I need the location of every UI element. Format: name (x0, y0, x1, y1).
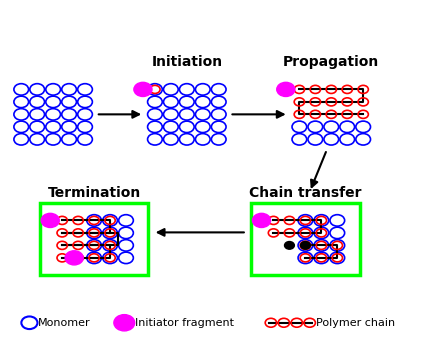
Circle shape (41, 213, 59, 227)
Circle shape (285, 241, 294, 249)
Text: Polymer chain: Polymer chain (316, 318, 395, 328)
Text: Propagation: Propagation (283, 55, 379, 69)
Circle shape (253, 213, 270, 227)
Circle shape (134, 82, 152, 97)
Text: Termination: Termination (47, 186, 141, 200)
Circle shape (300, 241, 310, 249)
Text: Initiation: Initiation (151, 55, 222, 69)
Circle shape (65, 251, 83, 265)
Text: Initiator fragment: Initiator fragment (135, 318, 234, 328)
Circle shape (114, 314, 135, 331)
Text: Chain transfer: Chain transfer (249, 186, 362, 200)
Circle shape (277, 82, 295, 97)
Text: Monomer: Monomer (38, 318, 91, 328)
